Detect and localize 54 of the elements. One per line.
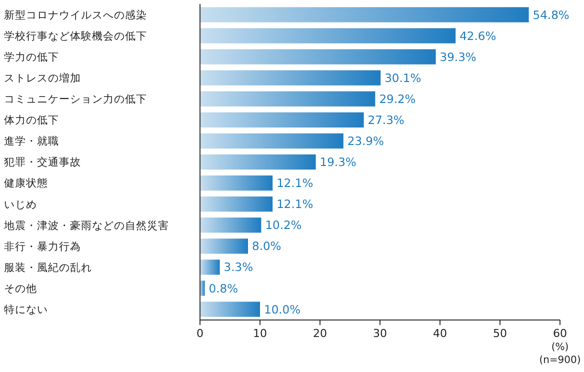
- bar: [200, 112, 364, 128]
- bar: [200, 260, 220, 275]
- x-tick-label: 30: [373, 327, 387, 340]
- text: (n=900): [539, 355, 581, 366]
- data-label: 27.3%: [368, 112, 404, 127]
- data-label: 30.1%: [384, 70, 422, 85]
- x-tick-label: 40: [433, 327, 447, 340]
- bar: [200, 175, 273, 191]
- bar: [200, 302, 260, 317]
- x-tick-label: 50: [493, 327, 507, 340]
- data-label: 12.1%: [276, 197, 314, 212]
- x-axis-title: (%): [551, 342, 569, 353]
- bar: [200, 238, 248, 254]
- bar: [200, 70, 381, 86]
- data-label: 8.0%: [252, 239, 282, 254]
- bar: [200, 218, 262, 233]
- bar: [200, 91, 376, 106]
- x-tick-label: 20: [313, 327, 327, 340]
- bar: [200, 28, 456, 44]
- x-tick-label: 60: [553, 327, 567, 340]
- y-tick-label: 新型コロナウイルスへの感染: [4, 8, 147, 22]
- bar: [200, 49, 436, 64]
- bar: [200, 280, 205, 296]
- y-tick-label: 体力の低下: [4, 114, 59, 127]
- y-tick-label: 服装・風紀の乱れ: [4, 260, 92, 274]
- data-label: 23.9%: [347, 134, 384, 148]
- bar: [200, 133, 344, 149]
- data-label: 10.2%: [265, 218, 302, 232]
- y-tick-label: コミュニケーション力の低下: [4, 92, 147, 106]
- y-tick-label: 学校行事など体験機会の低下: [4, 29, 147, 42]
- y-tick-label: ストレスの増加: [4, 72, 81, 85]
- data-label: 29.2%: [379, 92, 416, 106]
- y-tick-label: その他: [4, 282, 37, 295]
- data-label: 10.0%: [264, 302, 301, 316]
- y-tick-label: 特にない: [4, 304, 48, 316]
- data-label: 0.8%: [208, 281, 238, 296]
- x-tick-label: 0: [196, 327, 204, 340]
- data-label: 3.3%: [224, 260, 254, 274]
- data-label: 19.3%: [320, 155, 356, 170]
- bar: [200, 196, 273, 212]
- data-label: 42.6%: [460, 28, 496, 43]
- data-label: 39.3%: [440, 50, 476, 64]
- y-tick-label: 健康状態: [4, 176, 48, 190]
- bar: [200, 154, 316, 170]
- data-label: 12.1%: [276, 176, 314, 190]
- bar: [200, 7, 529, 22]
- y-tick-label: 学力の低下: [4, 50, 59, 64]
- y-tick-label: 非行・暴力行為: [4, 240, 81, 253]
- y-tick-label: 地震・津波・豪雨などの自然災害: [3, 218, 169, 232]
- y-tick-label: 犯罪・交通事故: [4, 156, 81, 169]
- x-tick-label: 10: [253, 327, 267, 340]
- data-label: 54.8%: [532, 8, 570, 22]
- y-tick-label: いじめ: [4, 198, 37, 211]
- y-tick-label: 進学・就職: [4, 134, 59, 148]
